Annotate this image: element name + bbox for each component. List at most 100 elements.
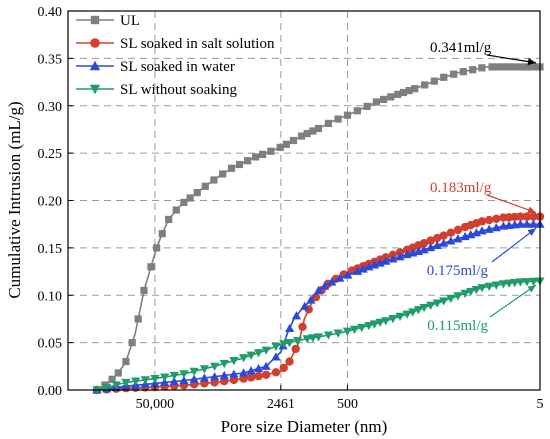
data-point [134,315,142,323]
data-point [478,64,486,72]
data-point [405,86,413,95]
data-point [229,357,239,366]
data-point [334,115,342,123]
data-point [285,323,295,333]
data-point [179,370,189,379]
y-tick-label: 0.35 [38,52,63,67]
data-point [303,129,311,138]
data-point [254,349,264,358]
data-point [504,279,514,288]
series-ul [93,63,544,394]
data-point [381,317,391,326]
data-point [306,295,316,304]
data-point [169,371,179,381]
data-point [114,369,122,377]
annotation: 0.115ml/g [427,284,537,334]
data-point [432,240,442,249]
data-point [285,357,294,366]
y-tick-label: 0.00 [38,384,63,399]
data-point [279,363,288,373]
y-tick-label: 0.25 [38,147,63,162]
data-point [158,230,166,238]
legend-swatch-marker [89,60,101,71]
data-point [353,107,362,115]
data-point [421,81,429,89]
data-point [324,119,333,128]
data-point [494,63,502,71]
data-point [491,281,501,290]
data-point [284,339,295,348]
data-point [267,147,275,155]
data-point [254,371,263,381]
data-point [210,372,220,381]
legend-swatch-marker [90,15,100,25]
data-point [426,236,435,245]
data-point [488,63,496,71]
data-point [498,280,508,289]
data-point [169,376,179,386]
data-point [291,344,300,354]
series-line [96,215,540,391]
data-point [516,212,525,221]
annotation-arrow-line [486,54,537,64]
data-point [484,215,494,225]
data-point [453,292,463,301]
data-point [511,63,519,71]
data-point [352,266,363,275]
y-tick-label: 0.10 [38,289,63,304]
data-point [246,351,256,360]
data-point [453,225,463,235]
data-point [179,375,189,385]
data-point [282,140,291,148]
data-point [153,244,161,252]
data-point [515,278,525,287]
x-tick-label: 2461 [267,397,295,412]
data-point [259,150,267,158]
data-point [394,90,402,98]
data-point [252,153,260,161]
data-point [453,234,463,243]
annotation-arrow-line [489,284,537,318]
data-point [432,299,442,308]
data-point [440,73,448,81]
y-tick-label: 0.15 [38,242,63,257]
data-point [193,189,201,197]
data-point [333,329,343,338]
data-point [131,377,141,386]
data-point [522,219,532,228]
data-point [342,327,353,336]
data-point [477,226,487,235]
data-point [271,368,281,377]
data-point [491,223,501,232]
data-point [499,63,507,71]
data-point [381,256,391,265]
data-point [276,143,284,152]
data-point [343,270,353,279]
series-line [96,66,540,391]
data-point [430,77,438,85]
data-point [395,252,405,261]
legend-item: SL soaked in salt solution [76,36,275,52]
data-point [219,370,229,380]
data-point [426,301,436,310]
legend-label: UL [120,13,140,29]
annotation-arrowhead [527,228,536,236]
data-point [522,278,532,287]
data-point [140,376,150,385]
data-point [327,277,337,286]
data-point [516,63,524,71]
data-point [313,333,324,342]
data-point [219,170,227,178]
data-point [210,176,218,184]
data-point [219,359,229,369]
data-point [189,374,199,383]
data-point [201,182,209,190]
data-point [140,286,148,295]
x-tick-label: 50,000 [136,397,175,412]
data-point [309,127,317,135]
legend-label: SL without soaking [120,82,237,98]
data-point [369,320,380,329]
data-point [279,340,289,349]
